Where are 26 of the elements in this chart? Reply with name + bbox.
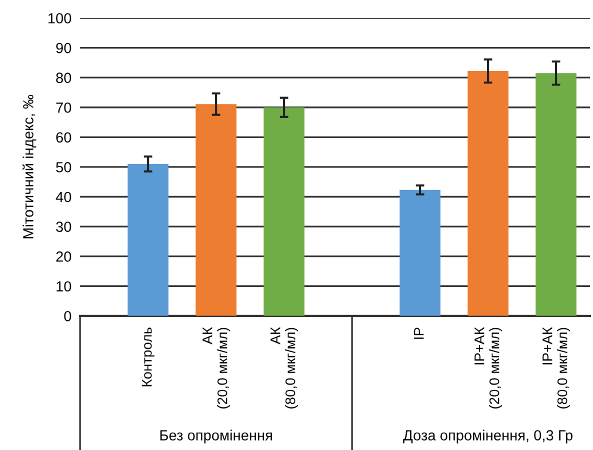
y-tick-label: 50 bbox=[56, 162, 72, 172]
x-tick-label: IP+АК (80,0 мкг/мл) bbox=[542, 327, 570, 408]
bar bbox=[400, 190, 440, 316]
y-tick-label: 20 bbox=[56, 251, 72, 262]
bar bbox=[196, 104, 236, 316]
y-axis-title: Мітотичний індекс, ‰ bbox=[22, 94, 36, 238]
bar bbox=[264, 107, 304, 316]
y-tick-label: 0 bbox=[64, 311, 72, 322]
bar bbox=[468, 71, 508, 316]
y-tick-label: 70 bbox=[56, 102, 72, 113]
x-tick-label: IP bbox=[414, 328, 424, 339]
y-tick-label: 40 bbox=[56, 192, 72, 202]
bar bbox=[128, 164, 168, 316]
x-tick-label: Контроль bbox=[142, 328, 155, 386]
y-tick-label: 90 bbox=[56, 42, 72, 54]
x-tick-label: АК (80,0 мкг/мл) bbox=[270, 327, 298, 408]
bar bbox=[536, 73, 576, 316]
x-tick-label: IP+АК (20,0 мкг/мл) bbox=[474, 327, 502, 408]
y-tick-label: 30 bbox=[56, 222, 72, 232]
text: Без опромінення bbox=[160, 430, 272, 444]
y-tick-label: 10 bbox=[56, 281, 72, 292]
y-tick-label: 60 bbox=[56, 132, 72, 143]
x-tick-label: АК (20,0 мкг/мл) bbox=[202, 327, 230, 408]
y-tick-label: 100 bbox=[48, 13, 72, 24]
y-tick-label: 80 bbox=[56, 72, 72, 84]
text: Доза опромінення, 0,3 Гр bbox=[403, 430, 572, 444]
